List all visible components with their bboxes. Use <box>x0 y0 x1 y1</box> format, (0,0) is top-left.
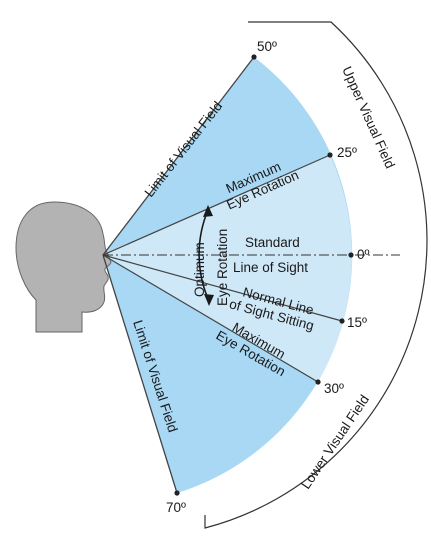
standard-label-line1: Standard <box>245 235 300 250</box>
max-rotation-down-line <box>102 254 319 383</box>
dot-25 <box>327 152 333 158</box>
angle-label-25: 25º <box>337 145 357 160</box>
angle-label-15: 15º <box>347 315 367 330</box>
optimum-arrow-head-up <box>203 205 213 217</box>
dot-70 <box>174 490 180 496</box>
angle-label-50: 50º <box>257 39 277 54</box>
max-rotation-up-line <box>102 154 331 256</box>
angle-label-70: 70º <box>166 500 186 515</box>
eye-rotation-wedge <box>103 155 352 382</box>
normal-sight-line <box>102 254 343 322</box>
optimum-rotation-arrow <box>198 209 210 302</box>
dot-50 <box>251 54 257 60</box>
dot-30 <box>315 379 321 385</box>
visual-field-bracket <box>204 21 428 529</box>
upper-limit-line <box>102 56 255 256</box>
lower-field-label: Lower Visual Field <box>298 392 372 492</box>
lower-limit-line <box>102 254 178 494</box>
optimum-label-line2: Eye Rotation <box>215 229 230 306</box>
angle-label-30: 30º <box>324 381 344 396</box>
dot-0 <box>348 252 354 258</box>
optimum-arrow-head-down <box>204 294 214 306</box>
head-silhouette-icon <box>15 201 112 333</box>
dot-15 <box>339 318 345 324</box>
angle-label-0: 0º <box>357 247 370 262</box>
standard-label-line2: Line of Sight <box>233 260 308 275</box>
optimum-label-line1: Optimum <box>192 242 207 297</box>
